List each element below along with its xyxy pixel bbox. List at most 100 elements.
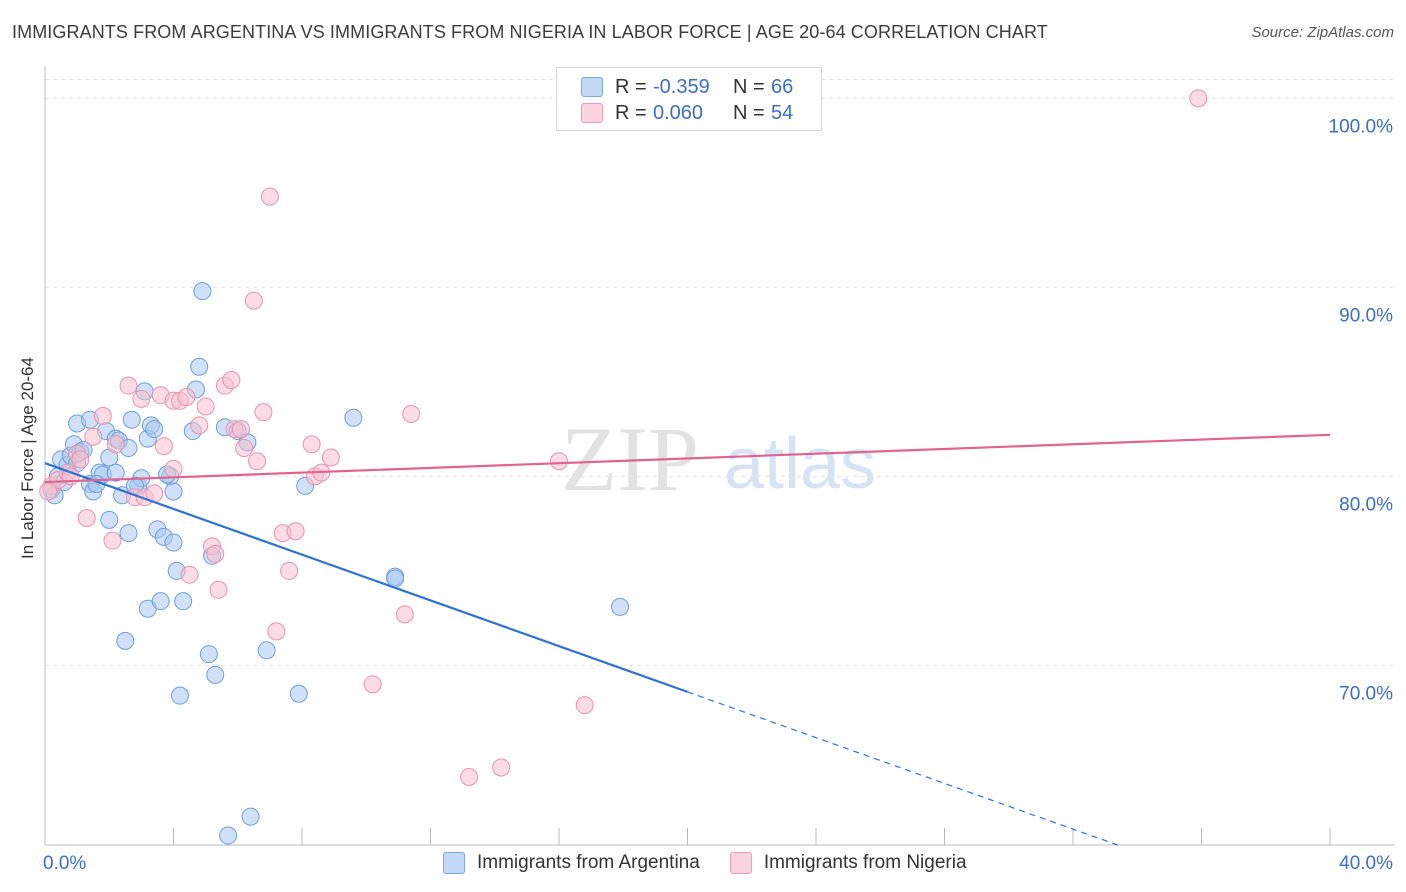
point-nigeria xyxy=(103,531,122,550)
legend-row-nigeria: R = 0.060 N = 54 xyxy=(581,101,793,125)
y-tick-label: 70.0% xyxy=(1339,683,1393,704)
point-argentina xyxy=(164,533,183,552)
axes xyxy=(44,66,1395,846)
point-nigeria xyxy=(222,371,241,389)
point-nigeria xyxy=(39,482,58,501)
point-argentina xyxy=(206,665,225,684)
point-nigeria xyxy=(119,376,138,395)
trend-line-argentina xyxy=(44,462,688,693)
chart-title: IMMIGRANTS FROM ARGENTINA VS IMMIGRANTS … xyxy=(12,22,1048,42)
point-argentina xyxy=(116,631,135,650)
r-value: 0.060 xyxy=(653,101,704,124)
point-nigeria xyxy=(402,405,421,424)
point-nigeria xyxy=(206,544,225,563)
series-legend: Immigrants from Argentina Immigrants fro… xyxy=(443,852,997,874)
point-nigeria xyxy=(1189,89,1208,108)
point-argentina xyxy=(164,482,183,501)
point-nigeria xyxy=(460,767,479,786)
x-tick-label: 0.0% xyxy=(43,853,86,874)
point-nigeria xyxy=(280,561,299,580)
r-value: -0.359 xyxy=(653,75,710,98)
y-tick-label: 80.0% xyxy=(1339,494,1393,515)
n-label: N = xyxy=(733,101,765,124)
point-argentina xyxy=(611,597,630,616)
point-nigeria xyxy=(267,622,286,641)
point-argentina xyxy=(193,282,212,301)
point-nigeria xyxy=(248,452,267,471)
r-label: R = xyxy=(615,75,647,98)
point-nigeria xyxy=(363,675,382,694)
point-argentina xyxy=(199,645,218,664)
point-nigeria xyxy=(235,439,254,458)
x-tick-label: 40.0% xyxy=(1339,853,1393,874)
trend-line-nigeria xyxy=(44,433,1331,484)
series-nigeria xyxy=(39,89,1208,786)
point-nigeria xyxy=(77,508,96,527)
point-nigeria xyxy=(492,758,511,777)
legend-row-argentina: R = -0.359 N = 66 xyxy=(581,75,793,99)
r-label: R = xyxy=(615,101,647,124)
point-nigeria xyxy=(196,397,215,416)
point-nigeria xyxy=(164,459,183,478)
point-argentina xyxy=(145,420,164,439)
source-label: Source: ZipAtlas.com xyxy=(1251,24,1394,41)
point-argentina xyxy=(190,357,209,376)
point-argentina xyxy=(151,592,170,611)
legend-swatch-argentina xyxy=(581,77,603,97)
point-nigeria xyxy=(231,420,250,439)
point-nigeria xyxy=(190,416,209,435)
series-argentina xyxy=(42,282,630,845)
legend-item-nigeria[interactable]: Immigrants from Nigeria xyxy=(729,852,967,874)
point-nigeria xyxy=(132,389,151,408)
point-nigeria xyxy=(244,291,263,310)
legend-swatch-argentina xyxy=(443,852,465,874)
watermark-atlas: atlas xyxy=(724,424,876,504)
point-nigeria xyxy=(209,580,228,599)
point-nigeria xyxy=(286,522,305,541)
point-nigeria xyxy=(93,406,112,425)
legend-item-argentina[interactable]: Immigrants from Argentina xyxy=(443,852,700,874)
n-label: N = xyxy=(733,75,765,98)
n-value: 54 xyxy=(771,101,794,124)
y-tick-label: 100.0% xyxy=(1329,116,1394,137)
point-nigeria xyxy=(260,187,279,206)
trend-lines xyxy=(44,433,1331,846)
point-nigeria xyxy=(71,450,90,469)
legend-swatch-nigeria xyxy=(729,852,752,874)
correlation-legend: R = -0.359 N = 66 R = 0.060 N = 54 xyxy=(556,67,822,131)
point-nigeria xyxy=(106,435,125,454)
legend-label-nigeria: Immigrants from Nigeria xyxy=(763,852,967,873)
point-argentina xyxy=(122,410,141,429)
point-argentina xyxy=(289,684,308,703)
x-tick-labels: 0.0% 40.0% xyxy=(43,853,1393,874)
point-nigeria xyxy=(254,403,273,422)
point-argentina xyxy=(257,641,276,660)
watermark: ZIP atlas xyxy=(561,408,876,510)
n-value: 66 xyxy=(771,75,794,98)
point-argentina xyxy=(100,510,119,529)
point-argentina xyxy=(219,826,238,845)
y-tick-label: 90.0% xyxy=(1339,305,1393,326)
y-tick-labels: 70.0% 80.0% 90.0% 100.0% xyxy=(1329,116,1394,704)
point-argentina xyxy=(170,686,189,705)
point-nigeria xyxy=(84,427,103,446)
point-nigeria xyxy=(177,388,196,407)
point-argentina xyxy=(344,408,363,427)
y-axis-label: In Labor Force | Age 20-64 xyxy=(18,357,37,559)
point-nigeria xyxy=(180,565,199,584)
point-nigeria xyxy=(575,696,594,715)
point-argentina xyxy=(106,463,125,482)
point-argentina xyxy=(386,569,405,588)
point-nigeria xyxy=(395,605,414,624)
point-nigeria xyxy=(302,435,321,454)
grid-lines xyxy=(45,78,1395,666)
point-nigeria xyxy=(550,452,568,471)
point-nigeria xyxy=(321,448,340,467)
point-argentina xyxy=(119,524,138,543)
legend-label-argentina: Immigrants from Argentina xyxy=(477,852,700,873)
legend-swatch-nigeria xyxy=(581,103,603,123)
point-argentina xyxy=(241,807,260,826)
point-nigeria xyxy=(154,437,173,456)
point-argentina xyxy=(174,592,193,611)
